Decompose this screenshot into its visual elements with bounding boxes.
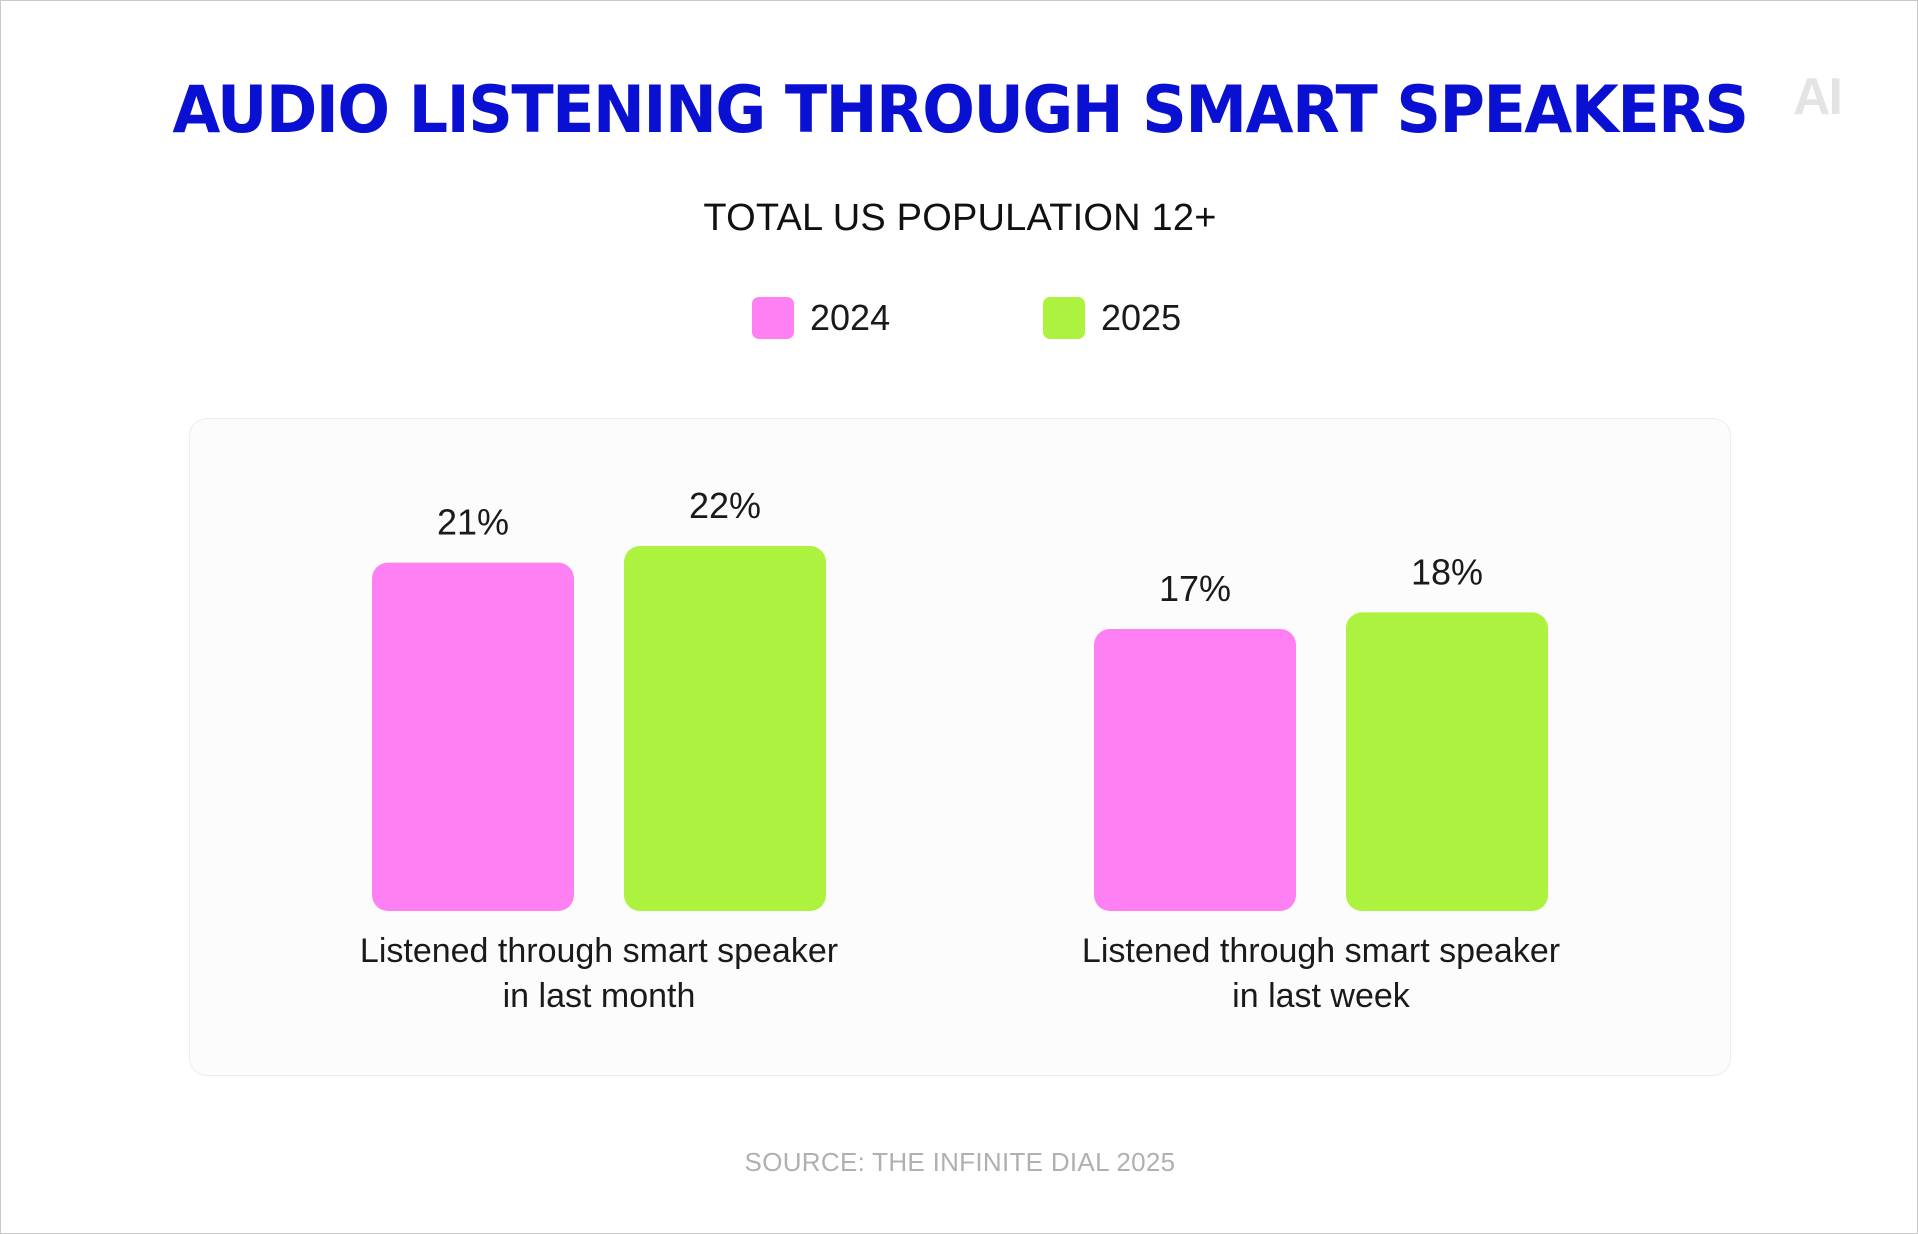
data-label-2024-group-2: 17% [1159, 568, 1231, 609]
bar-2025-group-1 [624, 546, 826, 911]
bar-2024-group-2 [1094, 628, 1296, 911]
data-label-2025-group-1: 22% [689, 485, 761, 526]
bar-chart: 21% 22% Listened through smart speaker in l… [360, 485, 1560, 1015]
brand-logo: AI [1793, 68, 1843, 126]
legend-swatch-2025 [1043, 297, 1085, 339]
data-label-2025-group-2: 18% [1411, 551, 1483, 592]
chart-title: AUDIO LISTENING THROUGH SMART SPEAKERS [172, 71, 1749, 148]
category-label-2-line-1: Listened through smart speaker [1082, 932, 1560, 970]
category-label-1-line-2: in last month [503, 977, 696, 1015]
legend-label-2024: 2024 [810, 297, 891, 338]
category-label-2-line-2: in last week [1232, 977, 1411, 1015]
source-note: SOURCE: THE INFINITE DIAL 2025 [744, 1147, 1176, 1177]
bar-2025-group-2 [1346, 612, 1548, 911]
chart-panel: 21% 22% Listened through smart speaker in l… [189, 418, 1731, 1076]
data-label-2024-group-1: 21% [437, 502, 509, 543]
chart-subtitle: TOTAL US POPULATION 12+ [703, 197, 1217, 239]
category-label-1-line-1: Listened through smart speaker [360, 932, 838, 970]
legend: 2024 2025 [1, 293, 1918, 343]
legend-item-2025: 2025 [1043, 293, 1181, 343]
legend-label-2025: 2025 [1101, 297, 1182, 338]
legend-item-2024: 2024 [752, 293, 890, 343]
bar-2024-group-1 [372, 562, 574, 911]
legend-swatch-2024 [752, 297, 794, 339]
